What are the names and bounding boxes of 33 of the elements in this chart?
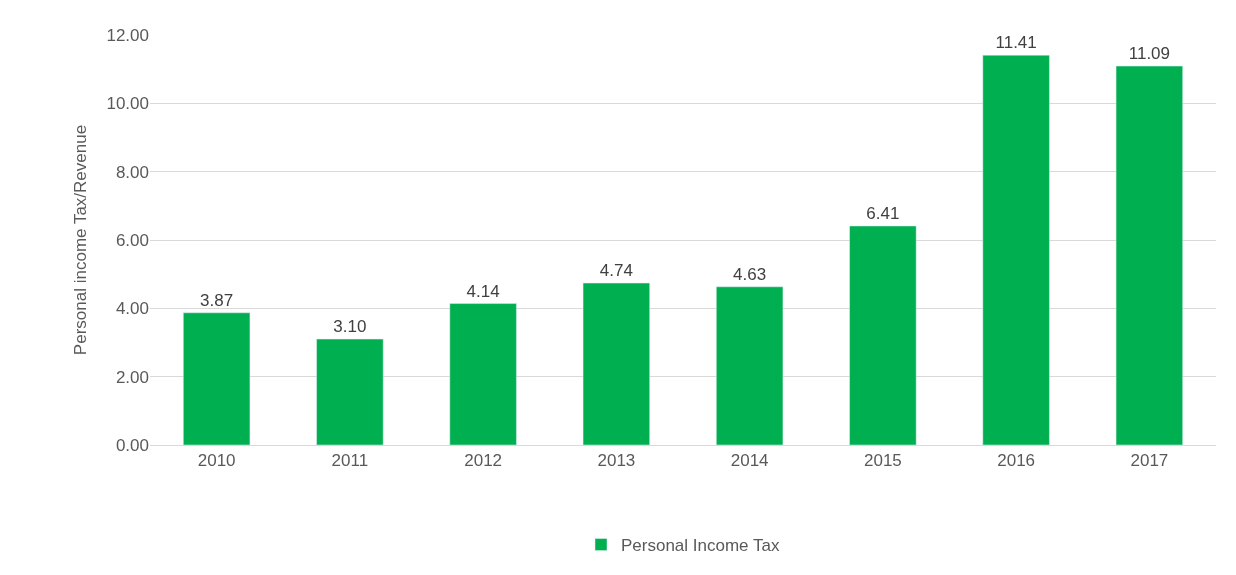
x-tick-label: 2016: [997, 451, 1036, 471]
data-label: 3.87: [200, 290, 234, 310]
bar: [716, 286, 784, 445]
x-tick-label: 2013: [597, 451, 636, 471]
bar: [849, 225, 917, 445]
x-tick-label: 2015: [863, 451, 902, 471]
y-tick-label: 4.00: [115, 299, 149, 319]
legend-label: Personal Income Tax: [621, 536, 780, 556]
data-label: 4.74: [599, 261, 633, 281]
y-tick-label: 0.00: [115, 435, 149, 455]
x-tick-label: 2010: [197, 451, 236, 471]
data-label: 11.09: [1128, 44, 1171, 64]
x-tick-label: 2011: [331, 451, 369, 471]
x-tick-label: 2017: [1130, 451, 1169, 471]
x-tick-label: 2012: [464, 451, 503, 471]
y-tick-label: 6.00: [115, 230, 149, 250]
data-label: 6.41: [866, 203, 900, 223]
data-label: 3.10: [333, 317, 367, 337]
bar: [449, 303, 517, 445]
bar: [582, 282, 650, 445]
y-tick-label: 12.00: [106, 25, 149, 45]
bar: [316, 338, 384, 445]
y-tick-label: 2.00: [115, 367, 149, 387]
data-label: 11.41: [995, 33, 1037, 53]
data-label: 4.14: [466, 281, 500, 301]
data-label: 4.63: [733, 264, 767, 284]
y-tick-label: 10.00: [106, 94, 149, 114]
y-tick-label: 8.00: [115, 162, 149, 182]
bar: [1115, 65, 1183, 445]
bar: [183, 312, 251, 445]
bar: [982, 54, 1050, 445]
x-tick-label: 2014: [730, 451, 769, 471]
y-axis-title: Personal income Tax/Revenue: [71, 124, 90, 356]
